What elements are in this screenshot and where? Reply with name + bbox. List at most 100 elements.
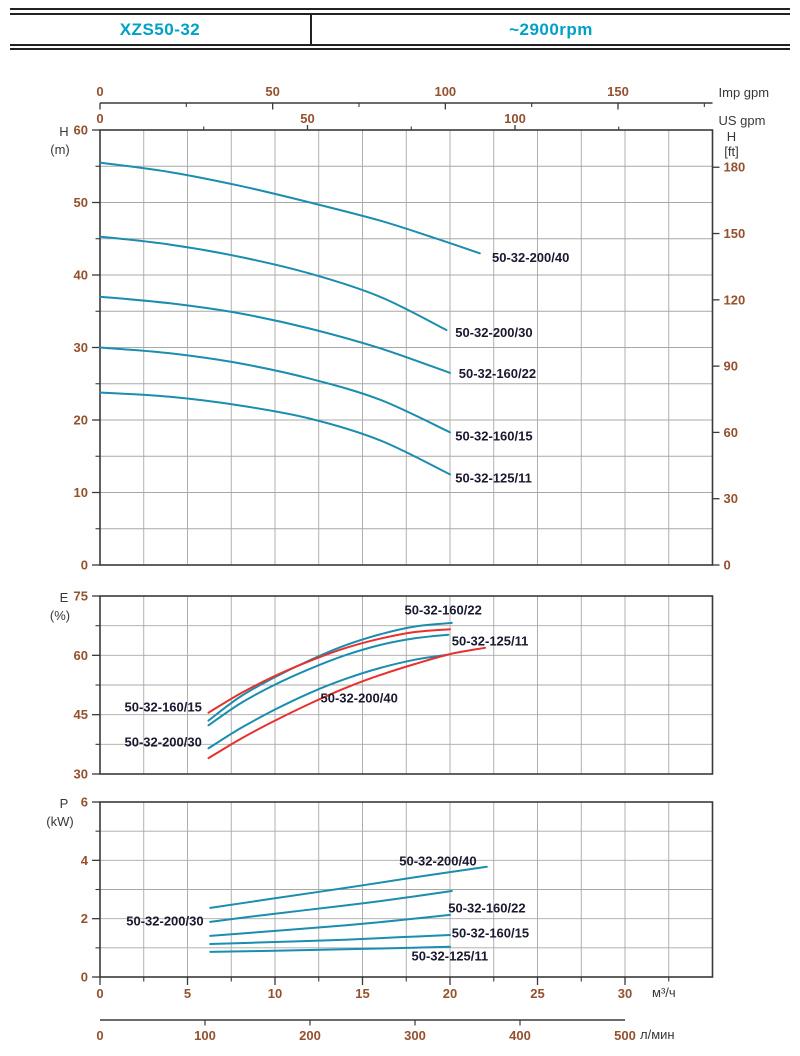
us-gpm-tick-number: 0 bbox=[96, 111, 103, 126]
y-axis-tick-number: 40 bbox=[74, 268, 88, 283]
curve-50-32-200-30 bbox=[207, 653, 448, 750]
curve-50-32-160-15 bbox=[99, 346, 451, 434]
e-curves: 50-32-160/22 50-32-125/11 50-32-200/30 50-3… bbox=[125, 602, 529, 760]
curve-50-32-200-30 bbox=[209, 890, 453, 923]
y-axis-tick-number: 6 bbox=[81, 795, 88, 810]
p-curves: 50-32-200/40 50-32-200/30 50-32-160/22 50-3… bbox=[126, 853, 529, 963]
y-axis-tick-number: 2 bbox=[81, 911, 88, 926]
y-axis-tick-number: 60 bbox=[74, 123, 88, 138]
y-axis-unit-label: (kW) bbox=[46, 814, 73, 829]
us-gpm-axis-label: US gpm bbox=[719, 113, 766, 128]
curve-label: 50-32-200/40 bbox=[399, 853, 476, 868]
y-axis-tick-number: 0 bbox=[81, 558, 88, 573]
h-ft-tick-number: 30 bbox=[724, 491, 738, 506]
m3h-axis-label: м³/ч bbox=[652, 985, 676, 1000]
curve-50-32-125-11 bbox=[209, 945, 451, 953]
e-y-axis: 30 45 60 75 E (%) bbox=[50, 589, 100, 782]
curve-50-32-200-40 bbox=[207, 646, 486, 760]
h-ft-axis-label: H bbox=[727, 129, 736, 144]
y-axis-unit-label: H bbox=[59, 124, 68, 139]
y-axis-tick-number: 60 bbox=[74, 648, 88, 663]
curve-50-32-200-30 bbox=[99, 235, 448, 332]
p-chart: 0 2 4 6P (kW) 50-32-200/40 50-32-200/30 50-32-1… bbox=[46, 795, 714, 985]
y-axis-tick-number: 10 bbox=[74, 485, 88, 500]
m3h-tick-number: 0 bbox=[96, 986, 103, 1001]
h-ft-tick-number: 150 bbox=[724, 226, 746, 241]
y-axis-tick-number: 50 bbox=[74, 195, 88, 210]
h-ft-tick-number: 180 bbox=[724, 160, 746, 175]
pump-model-title: XZS50-32 bbox=[10, 15, 312, 44]
m3h-tick-number: 10 bbox=[268, 986, 282, 1001]
h-ft-tick-number: 60 bbox=[724, 425, 738, 440]
curve-label: 50-32-200/40 bbox=[321, 691, 398, 706]
y-axis-unit-label: (%) bbox=[50, 608, 70, 623]
lmin-tick-number: 300 bbox=[404, 1028, 426, 1043]
curve-label: 50-32-160/15 bbox=[125, 700, 202, 715]
imp-gpm-tick-number: 150 bbox=[607, 84, 629, 99]
m3h-tick-number: 20 bbox=[443, 986, 457, 1001]
curve-50-32-160-22 bbox=[209, 913, 451, 937]
h-ft-tick-number: 90 bbox=[724, 359, 738, 374]
curve-label: 50-32-125/11 bbox=[452, 634, 529, 649]
curve-label: 50-32-200/30 bbox=[126, 914, 203, 929]
imp-gpm-axis: 0 50 100 150 Imp gpm bbox=[96, 84, 769, 110]
lmin-tick-number: 400 bbox=[509, 1028, 531, 1043]
curve-label: 50-32-125/11 bbox=[455, 471, 532, 486]
top-rule bbox=[10, 8, 790, 10]
curve-50-32-160-15 bbox=[207, 628, 451, 714]
e-chart-grid bbox=[100, 596, 713, 774]
curve-50-32-160-22 bbox=[207, 621, 453, 722]
curve-label: 50-32-200/30 bbox=[125, 734, 202, 749]
us-gpm-tick-number: 50 bbox=[300, 111, 314, 126]
imp-gpm-tick-number: 50 bbox=[265, 84, 279, 99]
p-chart-grid bbox=[100, 802, 713, 977]
y-axis-tick-number: 45 bbox=[74, 707, 88, 722]
m3h-tick-number: 15 bbox=[355, 986, 369, 1001]
lmin-tick-number: 200 bbox=[299, 1028, 321, 1043]
h-chart-grid bbox=[100, 130, 713, 565]
curve-50-32-200-40 bbox=[209, 865, 488, 909]
y-axis-unit-label: P bbox=[60, 796, 69, 811]
curve-50-32-125-11 bbox=[207, 633, 450, 727]
us-gpm-tick-number: 100 bbox=[504, 111, 526, 126]
curve-label: 50-32-125/11 bbox=[412, 949, 489, 964]
y-axis-unit-label: E bbox=[60, 590, 69, 605]
h-ft-axis: 0 30 60 90 120 150 180 H[ft] bbox=[712, 129, 746, 573]
m3h-axis: 0 5 10 15 20 25 30 м³/ч bbox=[96, 977, 676, 1001]
m3h-tick-number: 25 bbox=[530, 986, 544, 1001]
p-y-axis: 0 2 4 6P (kW) bbox=[46, 795, 100, 985]
curve-50-32-160-22 bbox=[99, 295, 451, 374]
lmin-tick-number: 0 bbox=[96, 1028, 103, 1043]
curve-label: 50-32-160/22 bbox=[405, 602, 482, 617]
pump-speed-title: ~2900rpm bbox=[509, 19, 593, 39]
h-ft-tick-number: 120 bbox=[724, 292, 746, 307]
h-curves: 50-32-200/40 50-32-200/30 50-32-160/22 50-3… bbox=[99, 161, 569, 486]
y-axis-tick-number: 30 bbox=[74, 340, 88, 355]
imp-gpm-tick-number: 0 bbox=[96, 84, 103, 99]
h-chart: 0 10 20 30 40 50 60 H (m) 50-32-200/40 50-32-200/3… bbox=[50, 123, 714, 573]
y-axis-tick-number: 4 bbox=[81, 853, 89, 868]
imp-gpm-axis-label: Imp gpm bbox=[719, 85, 770, 100]
curve-label: 50-32-160/15 bbox=[452, 925, 529, 940]
m3h-tick-number: 5 bbox=[184, 986, 191, 1001]
header-row: XZS50-32 ~2900rpm bbox=[10, 13, 790, 46]
curve-label: 50-32-160/15 bbox=[455, 428, 532, 443]
m3h-tick-number: 30 bbox=[618, 986, 632, 1001]
y-axis-tick-number: 75 bbox=[74, 589, 88, 604]
lmin-axis: 0 100 200 300 400 500 л/мин bbox=[96, 1019, 675, 1043]
lmin-tick-number: 100 bbox=[194, 1028, 216, 1043]
h-ft-axis-label: [ft] bbox=[724, 144, 738, 159]
curve-50-32-200-40 bbox=[99, 161, 481, 255]
curve-label: 50-32-160/22 bbox=[459, 366, 536, 381]
h-ft-tick-number: 0 bbox=[724, 558, 731, 573]
curve-50-32-160-15 bbox=[209, 934, 451, 946]
imp-gpm-tick-number: 100 bbox=[434, 84, 456, 99]
y-axis-tick-number: 0 bbox=[81, 970, 88, 985]
curve-label: 50-32-160/22 bbox=[448, 900, 525, 915]
lmin-tick-number: 500 bbox=[614, 1028, 636, 1043]
curve-label: 50-32-200/40 bbox=[492, 250, 569, 265]
title-table: XZS50-32 ~2900rpm bbox=[10, 8, 790, 50]
